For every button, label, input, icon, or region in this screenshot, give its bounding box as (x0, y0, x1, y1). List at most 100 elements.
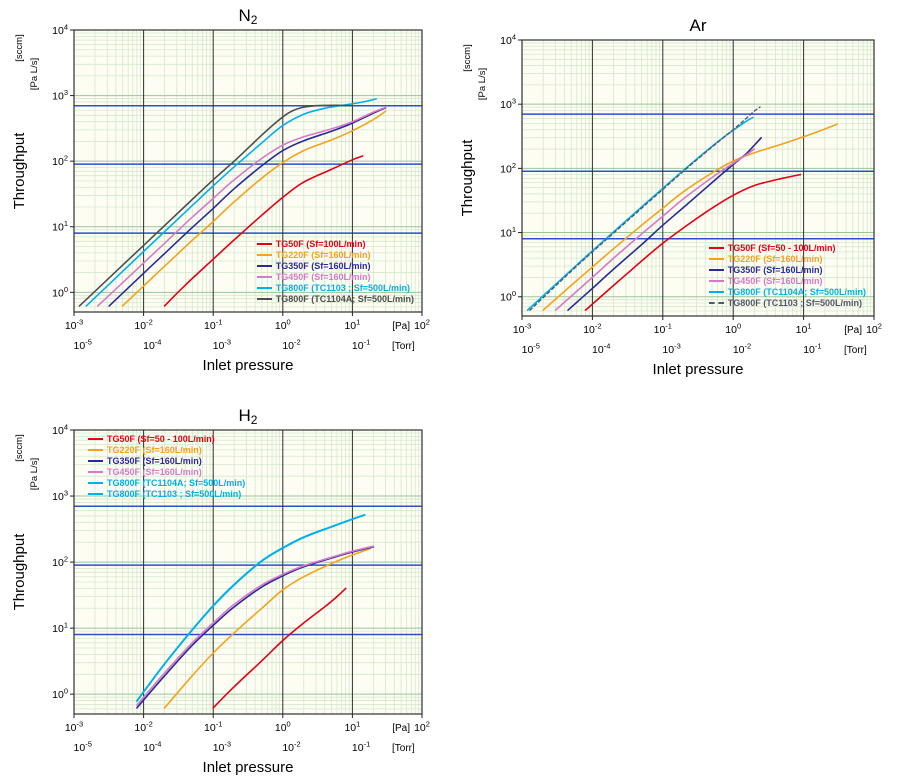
y-axis-label: Throughput (11, 132, 28, 210)
chart-title: H2 (239, 406, 258, 427)
x-tick-label-pa: 10-3 (513, 322, 531, 337)
x-tick-label-torr: 10-4 (143, 740, 161, 755)
major-vertical-lines (143, 30, 353, 312)
x-tick-label-pa: 10-2 (134, 720, 152, 735)
series-line-tg450f (136, 545, 375, 706)
chart-svg: 10-3 10-2 10-1 100 101 102 [Pa] 10-5 10-4 10-3 10-… (11, 6, 430, 374)
plot-border (521, 39, 875, 317)
axis-ticks (70, 429, 423, 718)
chart-title: Ar (690, 16, 707, 35)
plot-border (73, 29, 423, 313)
x-axis-unit-pa: [Pa] (392, 321, 410, 332)
x-tick-label-torr: 10-2 (733, 342, 751, 357)
x-tick-label-pa: 100 (725, 322, 741, 337)
y-axis-label: Throughput (459, 139, 476, 217)
x-tick-label-torr: 10-1 (352, 740, 370, 755)
y-tick-label: 104 (500, 33, 516, 48)
x-tick-label-pa: 101 (796, 322, 812, 337)
x-tick-label-pa: 101 (344, 318, 360, 333)
chart-ar: 10-3 10-2 10-1 100 101 102 [Pa] 10-5 10-4 10-3 10-… (456, 14, 890, 380)
x-tick-label-pa: 102 (414, 318, 430, 333)
series-line-tg220f (121, 110, 387, 307)
series-line-tg800f-tc1103- (136, 514, 366, 703)
x-tick-label-torr: 10-3 (662, 342, 680, 357)
chart-svg: 10-3 10-2 10-1 100 101 102 [Pa] 10-5 10-4 10-3 10-… (11, 406, 430, 776)
chart-n2: 10-3 10-2 10-1 100 101 102 [Pa] 10-5 10-4 10-3 10-… (8, 4, 438, 376)
chart-svg: 10-3 10-2 10-1 100 101 102 [Pa] 10-5 10-4 10-3 10-… (459, 16, 882, 378)
x-tick-label-torr: 10-3 (213, 338, 231, 353)
series-line-tg450f (97, 106, 387, 307)
grid-minor (522, 40, 874, 316)
x-axis-unit-torr: [Torr] (844, 345, 867, 356)
y-unit-pa-l-s: [Pa L/s] (29, 458, 40, 490)
x-tick-label-pa: 10-3 (65, 318, 83, 333)
x-axis-unit-torr: [Torr] (392, 743, 415, 754)
y-tick-label: 101 (52, 219, 68, 234)
plot-border (73, 429, 423, 715)
x-tick-label-pa: 10-3 (65, 720, 83, 735)
x-tick-label-pa: 102 (866, 322, 882, 337)
major-vertical-lines (143, 430, 353, 714)
x-tick-label-pa: 10-1 (654, 322, 672, 337)
y-tick-label: 104 (52, 23, 68, 38)
series-line-tg350f (108, 107, 387, 307)
chart-h2: 10-3 10-2 10-1 100 101 102 [Pa] 10-5 10-4 10-3 10-… (8, 404, 438, 778)
x-tick-label-torr: 10-1 (803, 342, 821, 357)
x-tick-label-torr: 10-5 (522, 342, 540, 357)
x-tick-label-pa: 101 (344, 720, 360, 735)
y-tick-label: 101 (500, 225, 516, 240)
x-tick-label-torr: 10-5 (74, 740, 92, 755)
x-tick-label-pa: 10-1 (204, 318, 222, 333)
x-axis-unit-pa: [Pa] (844, 325, 862, 336)
y-unit-pa-l-s: [Pa L/s] (29, 58, 40, 90)
x-tick-label-pa: 102 (414, 720, 430, 735)
x-axis-label: Inlet pressure (653, 361, 744, 378)
y-tick-label: 100 (52, 687, 68, 702)
series-line-tg220f (163, 547, 371, 709)
axis-ticks (70, 29, 423, 316)
y-tick-label: 100 (500, 289, 516, 304)
x-tick-label-torr: 10-3 (213, 740, 231, 755)
series-line-tg800f-tc1104a- (526, 116, 754, 311)
x-axis-unit-torr: [Torr] (392, 341, 415, 352)
x-tick-label-pa: 100 (275, 720, 291, 735)
y-tick-label: 104 (52, 423, 68, 438)
x-tick-label-pa: 10-2 (134, 318, 152, 333)
y-tick-label: 103 (52, 88, 68, 103)
series-line-tg50f (584, 173, 802, 311)
series-line-tg220f (542, 123, 838, 311)
x-tick-label-pa: 10-1 (204, 720, 222, 735)
y-tick-label: 102 (500, 161, 516, 176)
reference-lines (74, 505, 422, 636)
x-axis-label: Inlet pressure (203, 357, 294, 374)
reference-lines (522, 113, 874, 240)
x-tick-label-pa: 100 (275, 318, 291, 333)
x-axis-unit-pa: [Pa] (392, 723, 410, 734)
chart-title: N2 (239, 6, 258, 27)
y-unit-sccm: [sccm] (14, 34, 25, 61)
y-tick-label: 103 (52, 489, 68, 504)
x-tick-label-pa: 10-2 (583, 322, 601, 337)
x-tick-label-torr: 10-1 (352, 338, 370, 353)
x-tick-label-torr: 10-2 (282, 338, 300, 353)
major-vertical-lines (591, 40, 805, 316)
series-line-tg350f (567, 136, 762, 311)
y-unit-pa-l-s: [Pa L/s] (477, 68, 488, 100)
series-line-tg50f (212, 587, 347, 709)
y-unit-sccm: [sccm] (462, 44, 473, 71)
series-line-tg450f (554, 148, 756, 311)
axis-ticks (518, 39, 875, 320)
x-tick-label-torr: 10-5 (74, 338, 92, 353)
reference-lines (74, 104, 422, 234)
grid-minor (74, 430, 422, 714)
x-tick-label-torr: 10-2 (282, 740, 300, 755)
series-line-tg50f (163, 155, 364, 307)
y-axis-label: Throughput (11, 533, 28, 611)
y-tick-label: 100 (52, 285, 68, 300)
x-tick-label-torr: 10-4 (592, 342, 610, 357)
y-tick-label: 102 (52, 555, 68, 570)
x-tick-label-torr: 10-4 (143, 338, 161, 353)
series-line-tg800f-tc1104a- (78, 104, 354, 307)
x-axis-label: Inlet pressure (203, 759, 294, 776)
